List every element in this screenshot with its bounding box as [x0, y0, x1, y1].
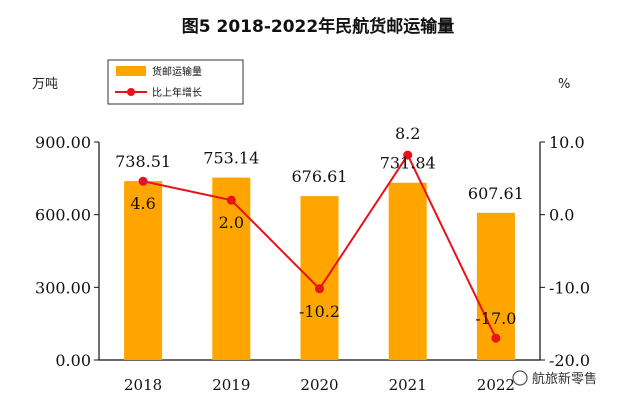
chart-title: 图5 2018-2022年民航货邮运输量 [182, 16, 454, 37]
bar [388, 182, 427, 360]
legend-line-marker [127, 88, 135, 96]
x-tick-label: 2022 [477, 376, 515, 394]
growth-point [226, 195, 236, 205]
bar [300, 196, 339, 360]
right-tick-label: -10.0 [549, 278, 590, 297]
x-tick-label: 2019 [212, 376, 250, 394]
growth-value-label: 8.2 [395, 124, 420, 143]
growth-value-label: -17.0 [475, 309, 516, 328]
x-tick-label: 2018 [124, 376, 162, 394]
left-tick-label: 0.00 [55, 351, 91, 370]
legend-line-label: 比上年增长 [152, 86, 202, 99]
right-tick-label: 0.0 [549, 206, 574, 225]
x-tick-label: 2020 [300, 376, 338, 394]
growth-point [403, 150, 413, 160]
bar-value-label: 753.14 [203, 149, 259, 168]
growth-point [315, 284, 324, 294]
watermark-text: 航旅新零售 [532, 371, 597, 387]
growth-value-label: 2.0 [219, 213, 244, 232]
bar-value-label: 731.84 [380, 154, 436, 173]
bar-value-label: 676.61 [292, 167, 348, 186]
right-axis-unit: % [558, 77, 570, 92]
right-tick-label: -20.0 [549, 351, 590, 370]
growth-point [138, 176, 148, 186]
watermark: 航旅新零售 [512, 370, 597, 387]
wechat-icon [512, 370, 528, 386]
left-tick-label: 900.00 [35, 133, 91, 152]
legend: 货邮运输量 比上年增长 [107, 59, 244, 105]
left-tick-label: 600.00 [35, 206, 91, 225]
legend-bar-swatch [116, 66, 146, 76]
legend-bar-label: 货邮运输量 [152, 65, 202, 78]
growth-value-label: 4.6 [130, 194, 155, 213]
bar [124, 181, 163, 360]
plot-area: 0.00 300.00 600.00 900.00 -20.0 -10.0 0.0 10.0 2… [35, 124, 590, 394]
growth-point [491, 333, 501, 343]
bar-value-label: 607.61 [468, 184, 524, 203]
bar-value-label: 738.51 [115, 152, 171, 171]
left-tick-label: 300.00 [35, 278, 91, 297]
right-tick-label: 10.0 [549, 133, 585, 152]
left-axis-unit: 万吨 [32, 77, 58, 92]
x-tick-label: 2021 [389, 376, 427, 394]
bar [212, 177, 251, 360]
growth-value-label: -10.2 [299, 302, 340, 321]
